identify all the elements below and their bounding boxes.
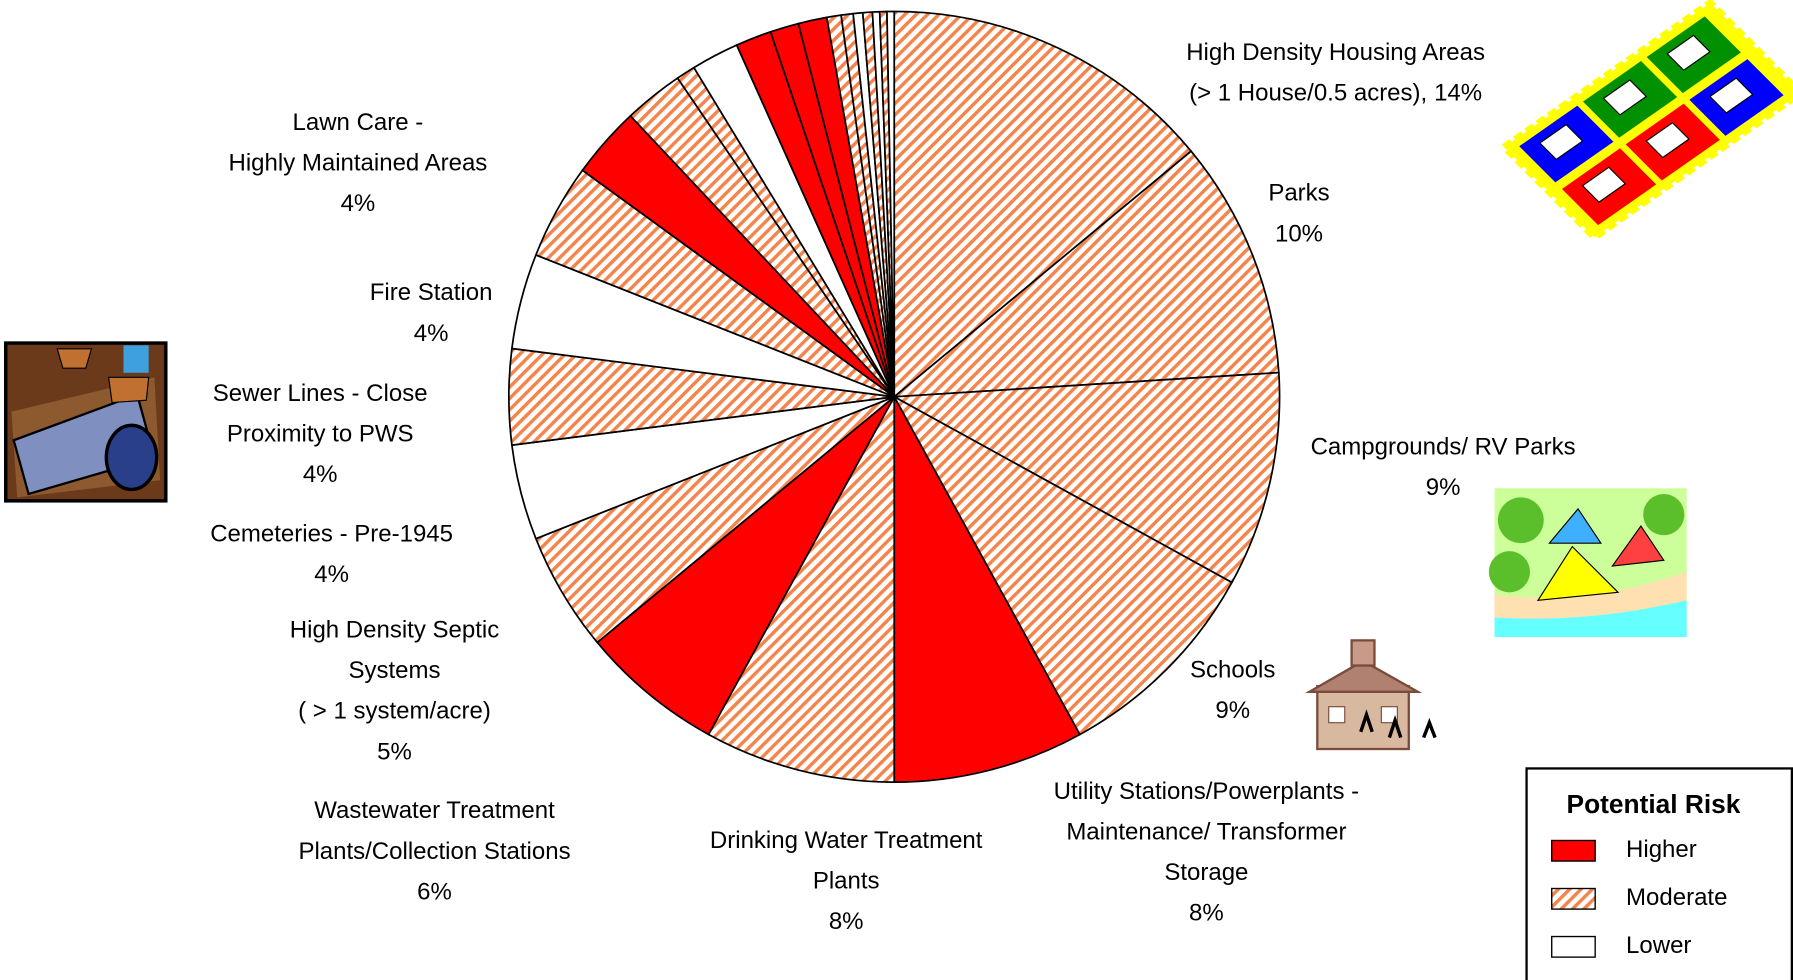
legend-label: Lower: [1626, 932, 1691, 959]
slice-label: Lawn Care -: [293, 109, 424, 136]
slice-label: (> 1 House/0.5 acres), 14%: [1189, 80, 1482, 107]
slice-label: Drinking Water Treatment: [710, 827, 983, 854]
legend-swatch: [1551, 839, 1596, 862]
pie: [507, 10, 1281, 784]
campground-icon: [1488, 488, 1687, 637]
slice-label: Proximity to PWS: [227, 420, 414, 447]
pie-slice: [707, 395, 896, 784]
slice-label: Utility Stations/Powerplants -: [1054, 778, 1359, 805]
slice-value-label: 4%: [414, 320, 449, 347]
slice-value-label: 9%: [1215, 697, 1250, 724]
slice-value-label: 6%: [417, 878, 452, 905]
slice-value-label: 4%: [314, 561, 349, 588]
pie-slice: [596, 395, 896, 736]
slice-label-line: (> 1 House/0.5 acres),: [1189, 80, 1427, 107]
slice-label: Highly Maintained Areas: [229, 149, 488, 176]
slice-value-label: 5%: [377, 738, 412, 765]
slice-label: Storage: [1164, 859, 1248, 886]
slice-label: Schools: [1190, 657, 1275, 684]
pie-slice: [893, 10, 1192, 398]
slice-label: Maintenance/ Transformer: [1066, 818, 1346, 845]
pie-slice: [893, 371, 1281, 584]
slice-label: High Density Housing Areas: [1186, 39, 1485, 66]
slice-label: Sewer Lines - Close: [213, 380, 428, 407]
legend-label: Moderate: [1626, 884, 1727, 911]
pie-slice: [893, 150, 1280, 398]
slice-label: Cemeteries - Pre-1945: [210, 521, 453, 548]
slice-label: Plants/Collection Stations: [298, 838, 570, 865]
slice-value-label: 4%: [303, 461, 338, 488]
slice-label: Fire Station: [370, 279, 493, 306]
slice-label: ( > 1 system/acre): [298, 698, 491, 725]
pie-slice: [893, 395, 1233, 736]
slice-value-label: 8%: [1189, 900, 1224, 927]
pie-slice: [886, 10, 896, 398]
slice-label: Plants: [813, 868, 880, 895]
slice-value-label: 14%: [1434, 80, 1482, 107]
slice-label: Campgrounds/ RV Parks: [1311, 434, 1576, 461]
slice-value-label: 10%: [1275, 220, 1323, 247]
slice-label: Parks: [1268, 180, 1329, 207]
slice-label: Systems: [348, 657, 440, 684]
legend-label: Higher: [1626, 836, 1697, 863]
slice-label: Wastewater Treatment: [314, 797, 555, 824]
slice-labels: High Density Housing Areas (> 1 House/0.5…: [210, 39, 1575, 935]
legend: Potential Risk Higher Moderate Lower: [1525, 767, 1793, 980]
legend-title: Potential Risk: [1567, 789, 1741, 819]
housing-icon: [1498, 0, 1793, 242]
slice-label: High Density Septic: [290, 617, 499, 644]
slice-value-label: 4%: [341, 190, 376, 217]
slice-value-label: 8%: [829, 908, 864, 935]
school-icon: [1305, 639, 1437, 751]
legend-swatch: [1551, 935, 1596, 958]
slice-value-label: 9%: [1426, 474, 1461, 501]
pie-slice: [893, 395, 1081, 784]
legend-swatch: [1551, 887, 1596, 910]
sewer-icon: [4, 341, 168, 503]
